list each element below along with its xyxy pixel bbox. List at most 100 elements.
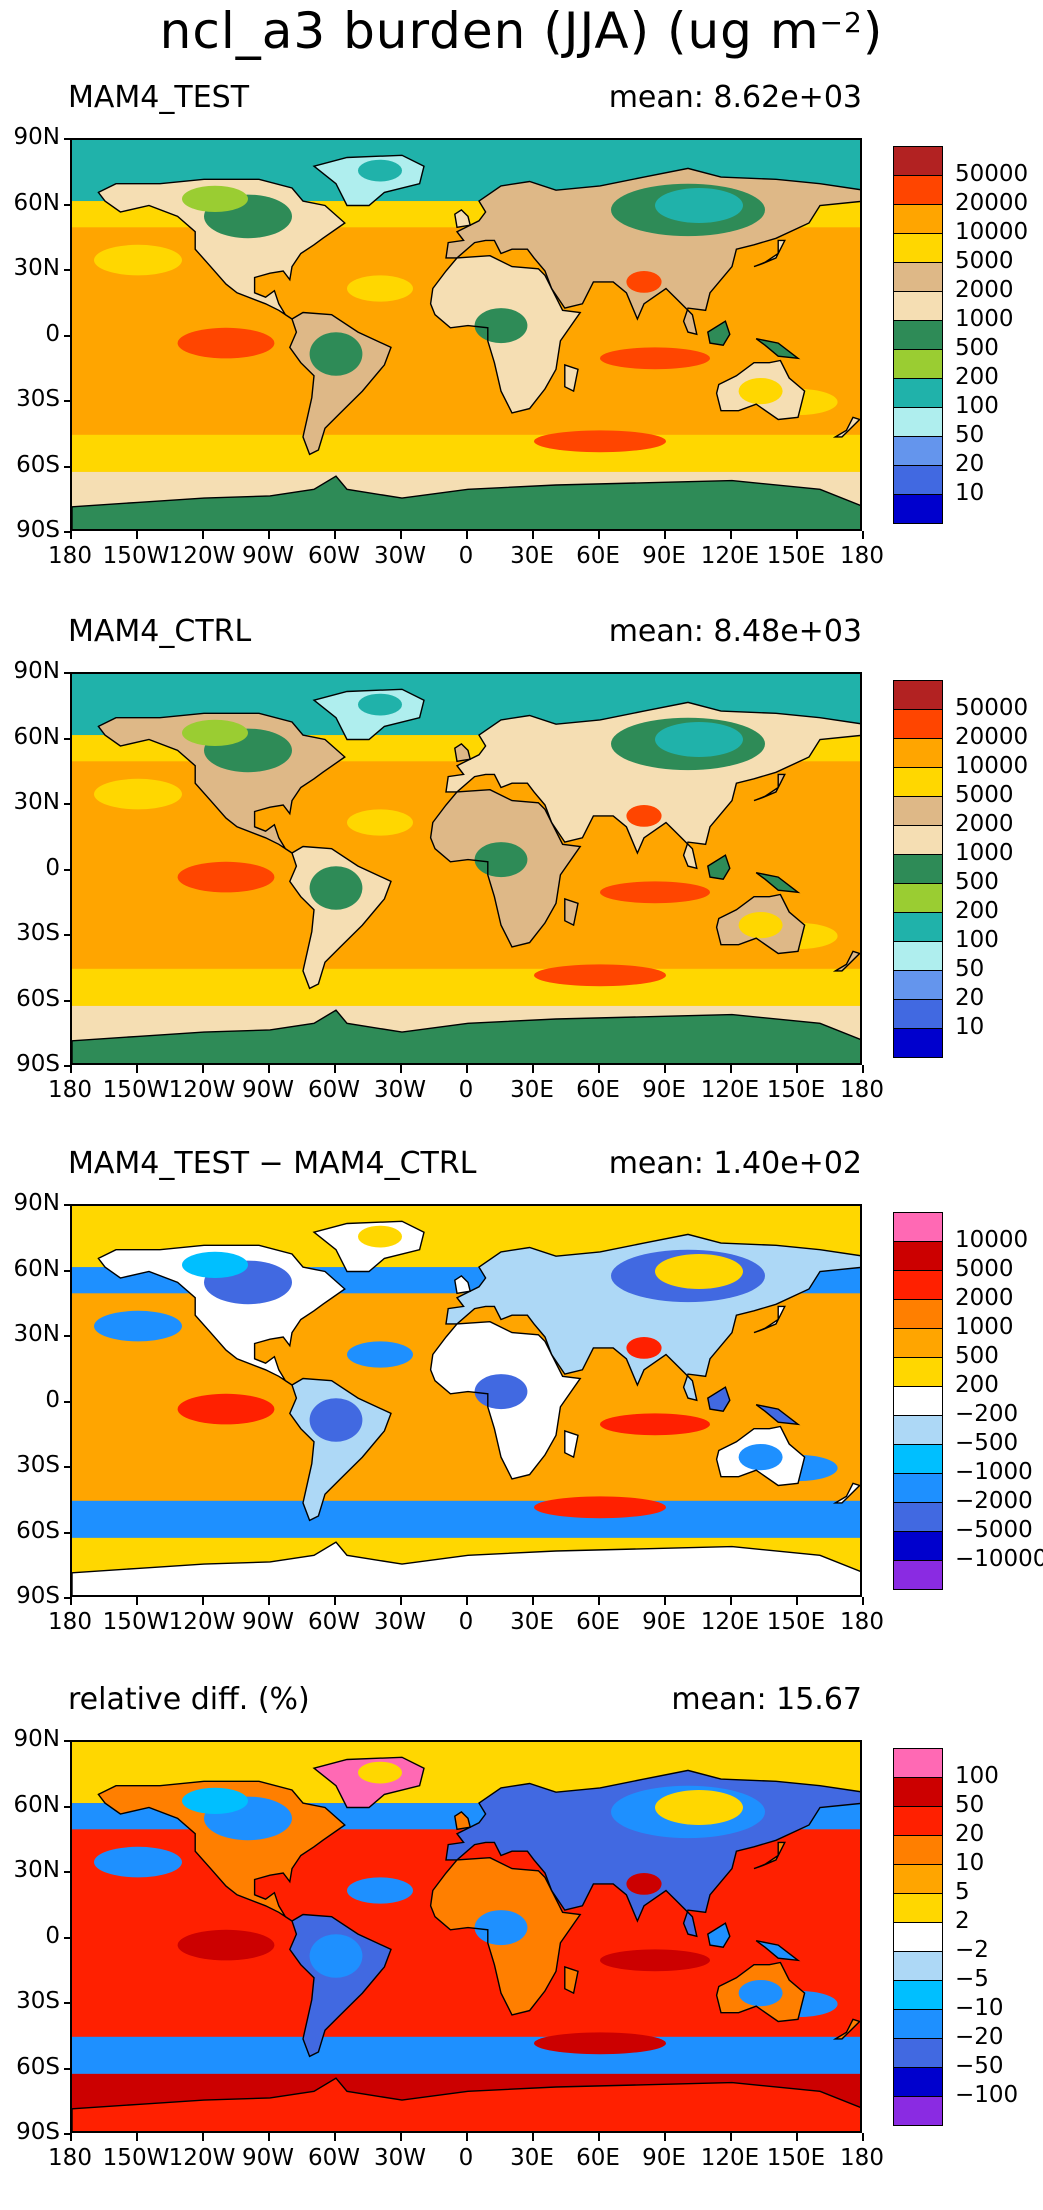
colorbar-swatch [893,1473,943,1503]
colorbar-label: 10000 [955,1227,1029,1253]
antarctica-coastline [72,2077,860,2131]
britain-coastline [454,209,472,229]
greenland-coastline [312,688,425,741]
borneo-coastline [707,320,731,346]
newguinea-coastline [755,338,801,360]
lon-tick [70,1065,72,1073]
atlantic-patch [347,1341,413,1368]
colorbar-label: 20 [955,1821,985,1847]
colorbar-swatch [893,2067,943,2097]
colorbar-label: −5000 [955,1517,1033,1543]
colorbar-label: −2000 [955,1488,1033,1514]
lat-tick-label: 30N [13,789,60,815]
lon-tick-label: 60E [576,543,620,569]
colorbar-swatch [893,233,943,263]
colorbar-swatch [893,1777,943,1807]
lon-tick [796,1597,798,1605]
lon-tick-label: 0 [458,1609,474,1635]
colorbar-label: 200 [955,1372,999,1398]
panel-mean: mean: 8.48e+03 [608,614,862,649]
lon-tick-label: 60E [576,2145,620,2171]
lat-tick [64,1805,70,1808]
colorbar-swatch [893,1951,943,1981]
lon-tick-label: 90E [642,2145,686,2171]
japan-region [754,1842,785,1869]
colorbar-label: 10 [955,480,985,506]
lon-tick-label: 150E [766,543,826,569]
lat-tick-label: 90S [16,2119,60,2145]
madagascar-coastline [564,1965,579,1995]
congo-feature [474,308,528,344]
colorbar-label: 500 [955,335,999,361]
colorbar-swatch [893,796,943,826]
india-feature [626,1873,662,1895]
britain-coastline [454,1811,472,1831]
colorbar-label: −1000 [955,1459,1033,1485]
colorbar-label: 1000 [955,840,1014,866]
lon-tick [862,2133,864,2141]
lon-tick-label: 90W [241,1609,294,1635]
colorbar-swatch [893,1357,943,1387]
colorbar-swatch [893,146,943,176]
lon-tick [532,1065,534,1073]
japan-coastline [753,773,786,802]
siberia-core [655,188,743,223]
colorbar-swatch [893,1415,943,1445]
map-area [70,1204,862,1597]
lon-tick-label: 120W [168,1609,236,1635]
colorbar-label: 1000 [955,306,1014,332]
colorbar-swatch [893,825,943,855]
congo-feature [474,842,528,878]
lat-tick-label: 30N [13,1321,60,1347]
map-svg [72,140,860,529]
lat-tick-label: 30S [16,386,60,412]
lon-tick-label: 30W [373,1077,426,1103]
lat-tick [64,934,70,936]
lon-tick [532,2133,534,2141]
lon-tick-label: 90W [241,543,294,569]
lon-tick-label: 60W [307,543,360,569]
borneo-region [707,321,730,346]
lon-tick-label: 180 [840,543,884,569]
lon-tick-label: 180 [48,1077,92,1103]
colorbar-label: −10000 [955,1546,1043,1572]
greenland-core [358,1761,402,1784]
npacific-patch [94,244,182,276]
lon-tick [796,2133,798,2141]
colorbar-swatch [893,175,943,205]
amazon-feature [309,332,363,376]
southern-belt [72,434,860,472]
lon-tick [730,1065,732,1073]
namerica-coastline [97,712,346,854]
samerica-coastline [289,845,392,990]
japan-region [754,774,785,801]
colorbar-label: −2 [955,1937,989,1963]
madagascar-coastline [564,897,579,927]
pacific-hotspot [177,1393,275,1425]
japan-coastline [753,1305,786,1334]
india-feature [626,271,662,293]
lon-tick [730,531,732,539]
colorbar-label: 20 [955,985,985,1011]
colorbar-label: −100 [955,2082,1019,2108]
lon-tick [70,1597,72,1605]
colorbar-swatch [893,436,943,466]
newguinea-region [756,338,798,359]
map-area [70,1740,862,2133]
colorbar-swatch [893,320,943,350]
eurasia-coastline [445,1769,860,1938]
africa-coastline [429,788,582,948]
lat-tick-label: 90S [16,1583,60,1609]
lon-tick-label: 180 [48,1609,92,1635]
colorbar-label: 500 [955,1343,999,1369]
lat-tick-label: 0 [45,320,60,347]
britain-region [454,743,471,762]
lat-tick-label: 60S [16,1517,60,1544]
borneo-coastline [707,1386,731,1412]
colorbar-label: −50 [955,2053,1004,2079]
lat-tick-label: 30S [16,1452,60,1478]
lon-tick [400,1065,402,1073]
lon-tick [664,1065,666,1073]
lon-tick-label: 30E [510,1077,554,1103]
newguinea-region [756,1940,798,1961]
